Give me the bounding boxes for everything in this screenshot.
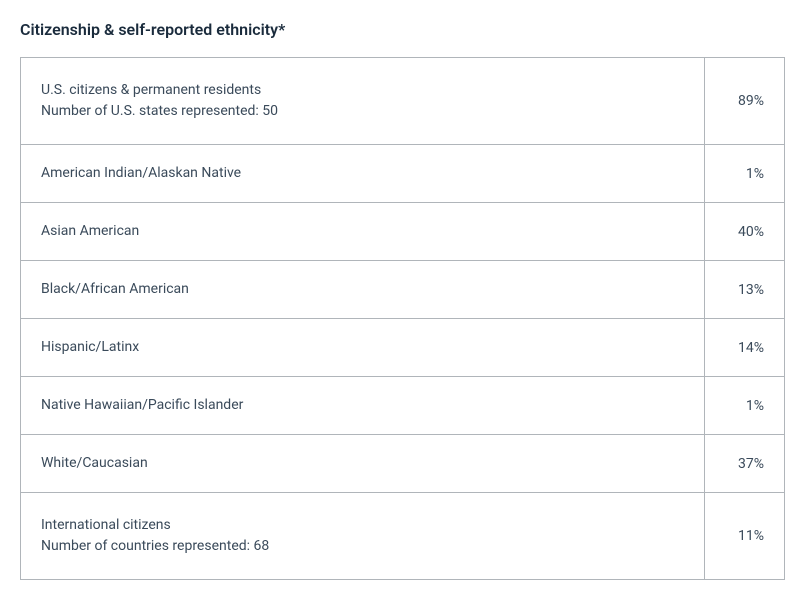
row-label: Asian American <box>21 203 705 261</box>
table-row: U.S. citizens & permanent residents Numb… <box>21 58 785 145</box>
row-label: American Indian/Alaskan Native <box>21 145 705 203</box>
table-row: American Indian/Alaskan Native 1% <box>21 145 785 203</box>
row-label-line1: International citizens <box>41 515 684 536</box>
row-value: 89% <box>705 58 785 145</box>
table-row: White/Caucasian 37% <box>21 435 785 493</box>
row-label: White/Caucasian <box>21 435 705 493</box>
table-body: U.S. citizens & permanent residents Numb… <box>21 58 785 580</box>
row-label: International citizens Number of countri… <box>21 493 705 580</box>
table-row: Asian American 40% <box>21 203 785 261</box>
row-label: Hispanic/Latinx <box>21 319 705 377</box>
row-value: 1% <box>705 145 785 203</box>
row-label-line2: Number of U.S. states represented: 50 <box>41 101 684 122</box>
table-row: Hispanic/Latinx 14% <box>21 319 785 377</box>
row-label: Black/African American <box>21 261 705 319</box>
row-value: 37% <box>705 435 785 493</box>
table-row: International citizens Number of countri… <box>21 493 785 580</box>
row-label-line2: Number of countries represented: 68 <box>41 536 684 557</box>
row-value: 13% <box>705 261 785 319</box>
row-value: 11% <box>705 493 785 580</box>
row-label: U.S. citizens & permanent residents Numb… <box>21 58 705 145</box>
table-row: Native Hawaiian/Pacific Islander 1% <box>21 377 785 435</box>
table-row: Black/African American 13% <box>21 261 785 319</box>
row-value: 40% <box>705 203 785 261</box>
row-label-line1: U.S. citizens & permanent residents <box>41 80 684 101</box>
ethnicity-table: U.S. citizens & permanent residents Numb… <box>20 57 785 580</box>
row-label: Native Hawaiian/Pacific Islander <box>21 377 705 435</box>
table-title: Citizenship & self-reported ethnicity* <box>20 20 785 39</box>
row-value: 1% <box>705 377 785 435</box>
row-value: 14% <box>705 319 785 377</box>
